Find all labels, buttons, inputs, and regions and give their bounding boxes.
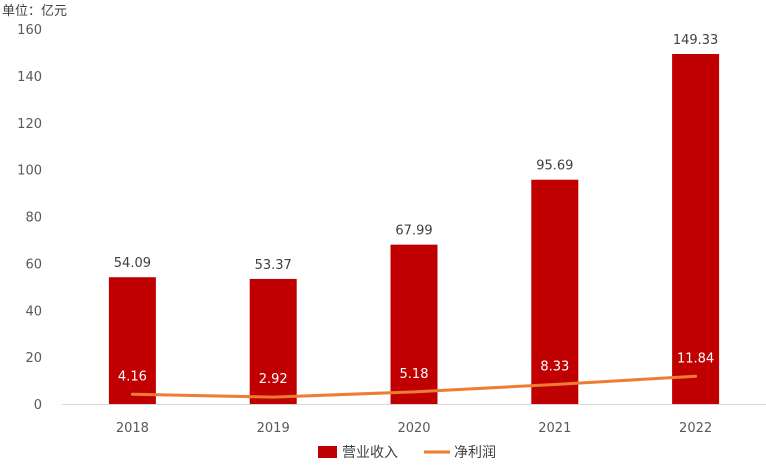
bar-value-label: 53.37 (255, 258, 292, 273)
net-profit-line (130, 374, 698, 399)
legend-bar-label: 营业收入 (342, 445, 398, 461)
x-axis: 2018 2019 2020 2021 2022 (116, 421, 712, 436)
line-series: 4.16 2.92 5.18 8.33 11.84 (118, 351, 714, 399)
y-tick-label: 100 (17, 164, 42, 179)
legend-bar-swatch (318, 446, 337, 458)
bar (108, 277, 156, 404)
y-tick-label: 140 (17, 70, 42, 85)
y-tick-label: 120 (17, 117, 42, 132)
y-tick-label: 160 (17, 23, 42, 38)
bar (390, 244, 438, 404)
bar-value-label: 67.99 (395, 224, 432, 239)
y-tick-label: 60 (25, 257, 42, 272)
bars: 54.09 53.37 67.99 95.69 149.33 (108, 33, 720, 404)
y-tick-label: 80 (25, 211, 42, 226)
y-tick-label: 0 (34, 398, 42, 413)
unit-label: 单位：亿元 (2, 4, 67, 19)
x-tick-label: 2020 (397, 421, 430, 436)
bar-value-label: 54.09 (114, 256, 151, 271)
x-tick-label: 2022 (679, 421, 712, 436)
legend: 营业收入 净利润 (318, 445, 496, 461)
line-value-label: 11.84 (677, 351, 714, 366)
x-tick-label: 2019 (257, 421, 290, 436)
bar-value-label: 149.33 (673, 33, 719, 48)
line-value-label: 8.33 (540, 359, 569, 374)
bar (531, 179, 579, 404)
line-value-label: 5.18 (400, 367, 429, 382)
bar (672, 54, 720, 404)
line-value-label: 2.92 (259, 372, 288, 387)
bar (249, 278, 297, 404)
legend-line-label: 净利润 (454, 445, 496, 461)
y-axis: 0 20 40 60 80 100 120 140 160 (17, 23, 42, 413)
x-tick-label: 2018 (116, 421, 149, 436)
y-tick-label: 40 (25, 304, 42, 319)
x-tick-label: 2021 (538, 421, 571, 436)
bar-value-label: 95.69 (536, 159, 573, 174)
line-value-label: 4.16 (118, 369, 147, 384)
y-tick-label: 20 (25, 351, 42, 366)
